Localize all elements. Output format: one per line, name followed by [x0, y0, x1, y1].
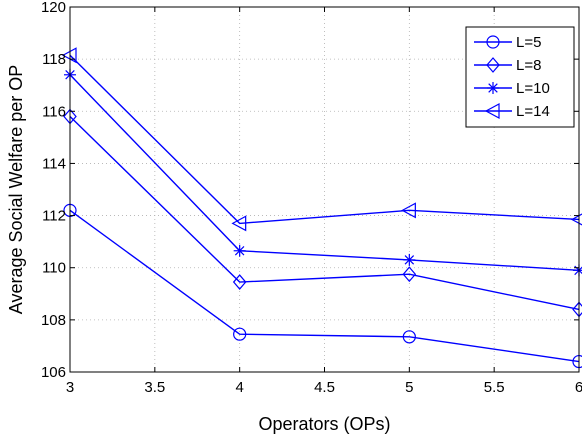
y-tick-label: 120 — [41, 0, 66, 16]
y-tick-label: 118 — [42, 51, 66, 68]
x-axis-title: Operators (OPs) — [258, 414, 390, 434]
legend-label-l-5: L=5 — [516, 34, 541, 51]
x-tick-label: 4 — [235, 379, 243, 396]
data-point-l-5 — [402, 330, 416, 344]
y-axis-title: Average Social Welfare per OP — [6, 65, 26, 314]
axis-ticks: 3 3.5 4 4.5 5 5.5 6 106 108 110 112 114 116 118 120 — [41, 0, 582, 396]
legend-label-l-10: L=10 — [516, 80, 550, 97]
x-tick-label: 5 — [405, 379, 413, 396]
series-line-l-10 — [69, 74, 580, 272]
series-line-l-8 — [69, 115, 580, 311]
x-tick-label: 6 — [575, 379, 582, 396]
data-point-l-8 — [232, 274, 247, 290]
legend-marker-l-8 — [486, 57, 500, 73]
data-point-l-8 — [402, 266, 417, 283]
legend-label-l-8: L=8 — [516, 57, 541, 74]
x-tick-label: 4.5 — [314, 379, 335, 396]
x-tick-label: 5.5 — [484, 379, 505, 396]
legend-marker-l-10 — [487, 82, 499, 94]
data-point-l-14 — [401, 202, 416, 219]
y-tick-label: 108 — [41, 312, 66, 329]
legend-marker-l-14 — [484, 102, 500, 120]
x-tick-label: 3.5 — [144, 379, 165, 396]
y-tick-label: 110 — [42, 260, 66, 277]
y-tick-label: 114 — [42, 155, 66, 172]
series-line-l-5 — [69, 209, 580, 363]
data-point-l-5 — [233, 327, 247, 341]
legend-marker-l-5 — [486, 35, 500, 49]
legend: L=5 L=8 L=10 L=14 — [465, 26, 575, 128]
data-point-l-10 — [403, 253, 416, 266]
y-tick-label: 112 — [42, 208, 66, 225]
series-line-l-14 — [69, 54, 580, 225]
y-tick-label: 106 — [41, 364, 66, 381]
x-tick-label: 3 — [66, 379, 74, 396]
data-point-l-14 — [231, 215, 247, 232]
legend-label-l-14: L=14 — [516, 103, 550, 120]
data-point-l-10 — [233, 244, 246, 257]
y-tick-label: 116 — [42, 103, 66, 120]
